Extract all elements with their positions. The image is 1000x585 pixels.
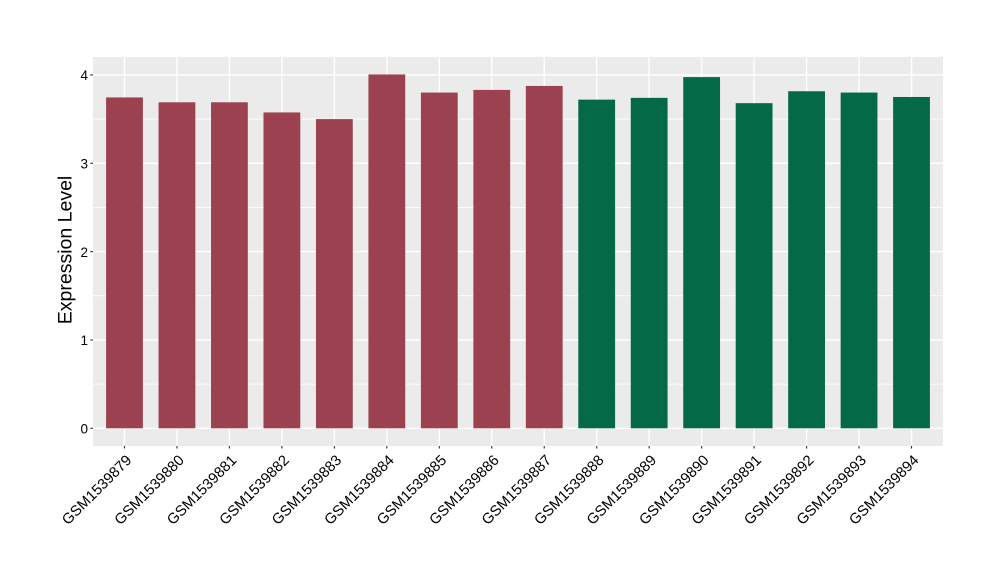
- svg-text:1: 1: [80, 333, 88, 348]
- svg-text:0: 0: [80, 422, 88, 437]
- svg-text:2: 2: [80, 245, 88, 260]
- svg-text:Expression Level: Expression Level: [55, 176, 77, 325]
- svg-text:3: 3: [80, 156, 88, 171]
- svg-text:4: 4: [80, 68, 88, 83]
